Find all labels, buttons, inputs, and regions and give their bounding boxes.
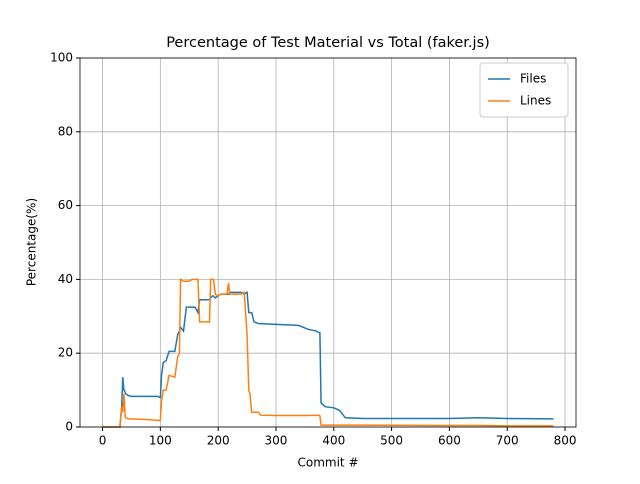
x-axis-label: Commit # <box>297 456 358 470</box>
x-tick-label: 100 <box>149 434 172 448</box>
y-tick-label: 20 <box>58 346 73 360</box>
x-tick-label: 300 <box>265 434 288 448</box>
chart-title: Percentage of Test Material vs Total (fa… <box>166 35 490 51</box>
x-tick-label: 700 <box>496 434 519 448</box>
y-tick-label: 60 <box>58 198 73 212</box>
legend-label: Files <box>520 72 546 86</box>
y-tick-label: 40 <box>58 272 73 286</box>
legend-label: Lines <box>520 94 551 108</box>
y-axis-label: Percentage(%) <box>25 198 39 286</box>
legend-box <box>479 62 569 118</box>
x-tick-label: 800 <box>554 434 577 448</box>
x-tick-label: 200 <box>207 434 230 448</box>
x-tick-label: 400 <box>322 434 345 448</box>
axes-frame <box>79 57 577 428</box>
y-tick-label: 100 <box>50 51 73 65</box>
y-tick-label: 80 <box>58 124 73 138</box>
series-line <box>102 291 554 428</box>
x-tick-label: 500 <box>380 434 403 448</box>
series-line <box>102 278 554 428</box>
x-tick-label: 0 <box>99 434 107 448</box>
y-tick-label: 0 <box>65 420 73 434</box>
x-tick-label: 600 <box>438 434 461 448</box>
